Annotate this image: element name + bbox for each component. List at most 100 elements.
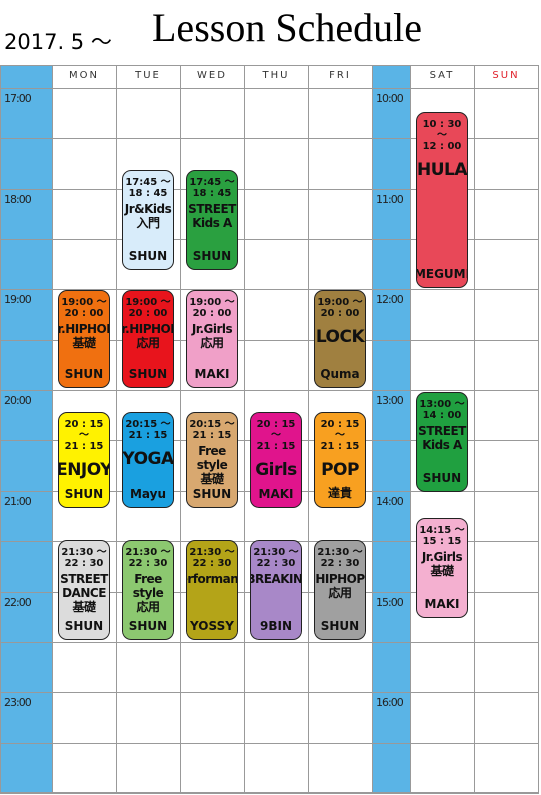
lesson-card: 20 : 15 ～ 21 : 15 Girls MAKI [250,412,302,508]
lesson-time: 19:00 ～ 20 : 00 [317,297,362,319]
grid-line [0,793,539,794]
time-line: 18 : 45 [128,188,168,199]
name-line: 応用 [136,336,161,350]
name-line: Jr&Kids [124,202,172,216]
time-label: 11:00 [376,192,404,206]
day-header: MON [69,70,99,81]
lesson-name: Free style 基礎 [187,444,237,486]
time-column [372,65,410,792]
name-line: Kids A [192,216,232,230]
name-line: 応用 [136,600,160,614]
lesson-time: 19:00 ～ 20 : 00 [61,297,106,319]
lesson-card: 21:30 ～ 22 : 30 STREET DANCE 基礎 SHUN [58,540,110,640]
grid-line [0,642,539,643]
lesson-time: 17:45 ～ 18 : 45 [125,177,170,199]
lesson-card: 20:15 ～ 21 : 15 Free style 基礎 SHUN [186,412,238,508]
grid-line [52,65,53,792]
time-label: 17:00 [4,92,32,105]
name-line: BREAKIN' [251,572,302,586]
lesson-time: 21:30 ～ 22 : 30 [189,547,234,569]
lesson-time: 21:30 ～ 22 : 30 [61,547,106,569]
grid-line [0,289,539,290]
lesson-name: Jr.HIPHOP基礎 [59,322,109,350]
lesson-name: YOGA [123,449,173,469]
title: Lesson Schedule [152,5,422,50]
name-line: LOCK [315,327,365,347]
time-label: 19:00 [4,293,32,307]
lesson-time: 13:00 ～ 14 : 00 [419,399,464,421]
grid-line [0,390,539,391]
name-line: Performance [187,572,238,586]
time-line: 19:00 ～ [189,297,235,308]
name-line: STREET [188,202,236,216]
lesson-name: STREET DANCE 基礎 [60,572,108,614]
lesson-card: 21:30 ～ 22 : 30 Free style 応用 SHUN [122,540,174,640]
teacher: MAKI [424,597,460,611]
name-line: 応用 [200,336,224,350]
time-label: 18:00 [4,192,32,206]
name-line: Jr.Girls [191,322,233,336]
lesson-time: 20 : 15 ～ 21 : 15 [251,419,301,452]
lesson-card: 21:30 ～22 : 30 Performance YOSSY [186,540,238,640]
time-column [0,65,52,792]
lesson-card: 19:00 ～ 20 : 00 LOCK Quma [314,290,366,388]
name-line: HULA [416,160,468,180]
name-line: HIPHOP [315,572,365,586]
lesson-time: 20:15 ～ 21 : 15 [125,419,170,441]
lesson-card: 14:15 ～ 15 : 15 Jr.Girls 基礎 MAKI [416,518,468,618]
time-line: 20 : 15 ～ [64,419,104,441]
lesson-time: 20 : 15 ～ 21 : 15 [315,419,365,452]
teacher: YOSSY [190,619,234,633]
time-label: 15:00 [376,595,404,609]
name-line: Kids A [422,438,462,452]
lesson-card: 13:00 ～ 14 : 00 STREET Kids A SHUN [416,392,468,492]
lesson-name: STREET Kids A [188,202,236,230]
time-line: 19:00 ～ [317,297,363,308]
time-line: 17:45 ～ [189,177,235,188]
time-label: 10:00 [376,92,404,105]
lesson-time: 19:00 ～ 20 : 00 [189,297,234,319]
teacher: SHUN [64,619,104,633]
name-line: STREET [60,572,108,586]
time-line: 20 : 00 [192,308,232,319]
name-line: Jr.HIPHOP [123,322,173,336]
lesson-name: Free style 応用 [123,572,173,614]
time-line: 20 : 15 ～ [320,419,360,441]
grid-line [538,65,539,792]
teacher: MEGUMI [416,267,468,281]
time-line: 15 : 15 [422,536,462,547]
grid-line [410,65,411,792]
lesson-time: 21:30 ～ 22 : 30 [125,547,170,569]
grid-line [0,792,539,793]
name-line: Girls [255,460,297,480]
teacher: MAKI [258,487,294,501]
time-line: 20 : 00 [64,308,104,319]
name-line: 基礎 [430,564,454,578]
teacher: SHUN [192,487,232,501]
period: 2017. 5 ～ [4,30,112,54]
teacher: SHUN [128,619,168,633]
time-line: 21 : 15 [128,430,168,441]
lesson-name: HULA [417,160,467,180]
lesson-name: Jr.Girls 応用 [191,322,233,350]
time-label: 13:00 [376,394,404,408]
grid-line [244,65,245,792]
day-header: SUN [492,70,520,81]
lesson-card: 10 : 30 ～ 12 : 00 HULA MEGUMI [416,112,468,288]
lesson-name: POP [321,460,359,480]
name-line: POP [321,460,359,480]
time-line: 17:45 ～ [125,177,171,188]
teacher: SHUN [64,367,104,381]
lesson-time: 10 : 30 ～ 12 : 00 [417,119,467,152]
time-line: 20 : 00 [128,308,168,319]
lesson-card: 17:45 ～ 18 : 45 Jr&Kids 入門 SHUN [122,170,174,270]
name-line: 応用 [328,586,352,600]
name-line: 基礎 [72,336,97,350]
grid-line [0,189,539,190]
time-line: 21:30 ～ [253,547,299,558]
teacher: MAKI [194,367,230,381]
time-line: 22 : 30 [64,558,104,569]
